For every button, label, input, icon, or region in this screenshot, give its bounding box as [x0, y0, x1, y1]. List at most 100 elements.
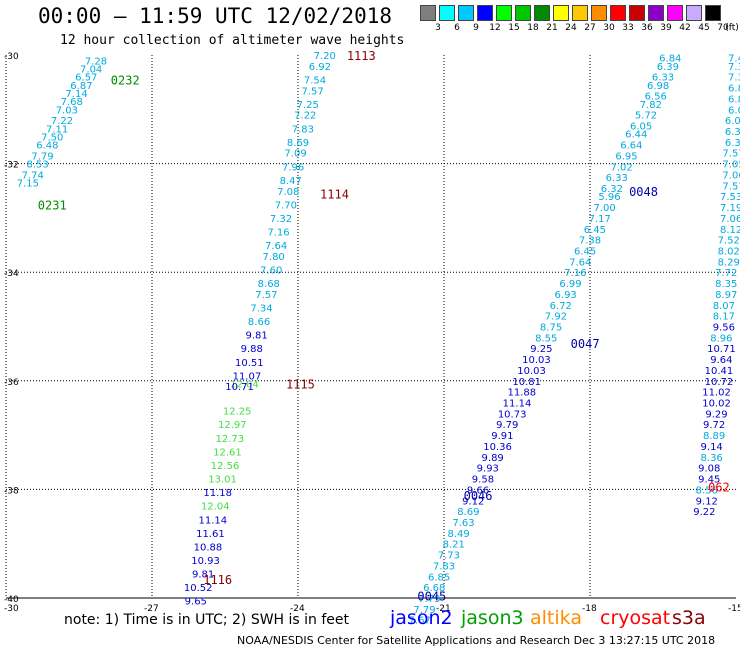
track-time-label: 0231: [38, 198, 67, 212]
data-point-label: 12.73: [216, 434, 245, 445]
data-point-label: 7.14: [65, 89, 87, 100]
data-point-label: 9.56: [713, 323, 735, 334]
data-point-label: 7.54: [304, 75, 326, 86]
data-point-label: 9.25: [530, 344, 552, 355]
data-point-label: 6.87: [70, 81, 92, 92]
data-point-label: 11.07: [233, 371, 262, 382]
legend-swatch: [648, 5, 664, 21]
data-point-label: 8.68: [258, 279, 280, 290]
legend-label: 9: [473, 23, 479, 33]
data-point-label: 11.88: [508, 388, 537, 399]
data-point-label: 7.02: [611, 162, 633, 173]
legend-label: 30: [603, 23, 615, 33]
data-point-label: 6.05: [630, 122, 652, 133]
data-point-label: 6.98: [647, 81, 669, 92]
y-tick-label: -34: [4, 269, 19, 279]
track-time-label: 1114: [320, 187, 349, 201]
data-point-label: 6.57: [75, 73, 97, 84]
data-point-label: 9.12: [462, 496, 484, 507]
data-point-label: 10.03: [522, 355, 551, 366]
data-point-label: 9.22: [693, 507, 715, 518]
data-point-label: 6.68: [423, 583, 445, 594]
legend-label: 6: [454, 23, 460, 33]
track-time-label: 1116: [203, 573, 232, 587]
legend-swatch: [686, 5, 702, 21]
data-point-label: 10.72: [705, 377, 734, 388]
data-point-label: 7.4: [728, 54, 740, 65]
track-time-label: 062: [708, 481, 730, 495]
data-point-label: 6.56: [645, 92, 667, 103]
x-tick-label: -30: [4, 604, 19, 614]
data-point-label: 7.00: [593, 203, 615, 214]
data-point-label: 6.45: [574, 246, 596, 257]
data-point-label: 8.69: [287, 138, 309, 149]
data-point-label: 7.57: [722, 181, 740, 192]
color-scale-legend: 3 6 9 12 15 18 21 24 27 30 33 36 39 42 45 70 (ft): [420, 5, 740, 35]
data-point-label: 12.25: [223, 407, 252, 418]
data-point-label: 8.56: [696, 485, 718, 496]
data-point-label: 8.12: [720, 225, 740, 236]
data-point-label: 7.19: [720, 203, 740, 214]
data-point-label: 7.72: [715, 268, 737, 279]
legend-swatch: [667, 5, 683, 21]
data-point-label: 7.25: [297, 100, 319, 111]
satellite-jason3: jason3: [461, 607, 524, 629]
data-point-label: 7.73: [438, 551, 460, 562]
x-tick-label: -15: [728, 604, 740, 614]
data-point-label: 10.36: [483, 442, 512, 453]
data-point-label: 9.79: [496, 420, 518, 431]
legend-swatch: [629, 5, 645, 21]
legend-label: 45: [698, 23, 710, 33]
data-point-label: 9.45: [698, 475, 720, 486]
data-point-label: 7.64: [265, 241, 287, 252]
data-point-label: 6.33: [725, 138, 740, 149]
legend-swatch: [610, 5, 626, 21]
data-point-label: 9.29: [705, 409, 727, 420]
data-point-label: 7.52: [718, 236, 740, 247]
data-point-label: 6.39: [657, 62, 679, 73]
data-point-label: 11.61: [196, 529, 225, 540]
data-point-label: 9.08: [698, 464, 720, 475]
track-time-label: 0047: [571, 337, 600, 351]
track-time-label: 0045: [417, 589, 446, 603]
data-point-label: 6.33: [652, 73, 674, 84]
legend-label: 21: [546, 23, 558, 33]
track-time-label: 1113: [347, 49, 376, 63]
data-point-label: 10.41: [705, 366, 734, 377]
data-point-label: 12.56: [211, 461, 240, 472]
data-point-label: 7.22: [51, 116, 73, 127]
data-point-label: 7.04: [80, 65, 102, 76]
legend-label: 15: [508, 23, 520, 33]
data-point-label: 7.92: [545, 312, 567, 323]
data-point-label: 6.95: [615, 151, 637, 162]
data-point-label: 6.8: [728, 84, 740, 95]
data-point-label: 8.75: [540, 323, 562, 334]
data-point-label: 8.21: [443, 540, 465, 551]
track-time-label: 1115: [286, 378, 315, 392]
data-point-label: 7.57: [301, 86, 323, 97]
data-point-label: 6.32: [601, 184, 623, 195]
legend-label: 3: [435, 23, 441, 33]
data-point-label: 7.32: [270, 214, 292, 225]
data-point-label: 9.58: [472, 475, 494, 486]
data-point-label: 7.06: [720, 214, 740, 225]
data-point-label: 8.49: [447, 529, 469, 540]
data-point-label: 7.20: [314, 51, 336, 62]
data-point-label: 7.82: [640, 100, 662, 111]
data-point-label: 6.93: [555, 290, 577, 301]
data-point-label: 10.88: [194, 542, 223, 553]
data-point-label: 8.96: [710, 333, 732, 344]
legend-label: 27: [584, 23, 596, 33]
data-point-label: 9.66: [467, 485, 489, 496]
data-point-label: 7.22: [294, 111, 316, 122]
satellite-s3a: s3a: [672, 607, 706, 629]
legend-swatch: [591, 5, 607, 21]
chart-title: 00:00 — 11:59 UTC 12/02/2018: [38, 4, 393, 28]
x-tick-label: -21: [436, 604, 451, 614]
data-point-label: 11.18: [203, 488, 232, 499]
data-point-label: 7.09: [284, 149, 306, 160]
data-point-label: 12.97: [218, 420, 247, 431]
data-point-label: 6.44: [625, 130, 647, 141]
data-point-label: 8.97: [715, 290, 737, 301]
data-point-label: 7.79: [418, 594, 440, 605]
